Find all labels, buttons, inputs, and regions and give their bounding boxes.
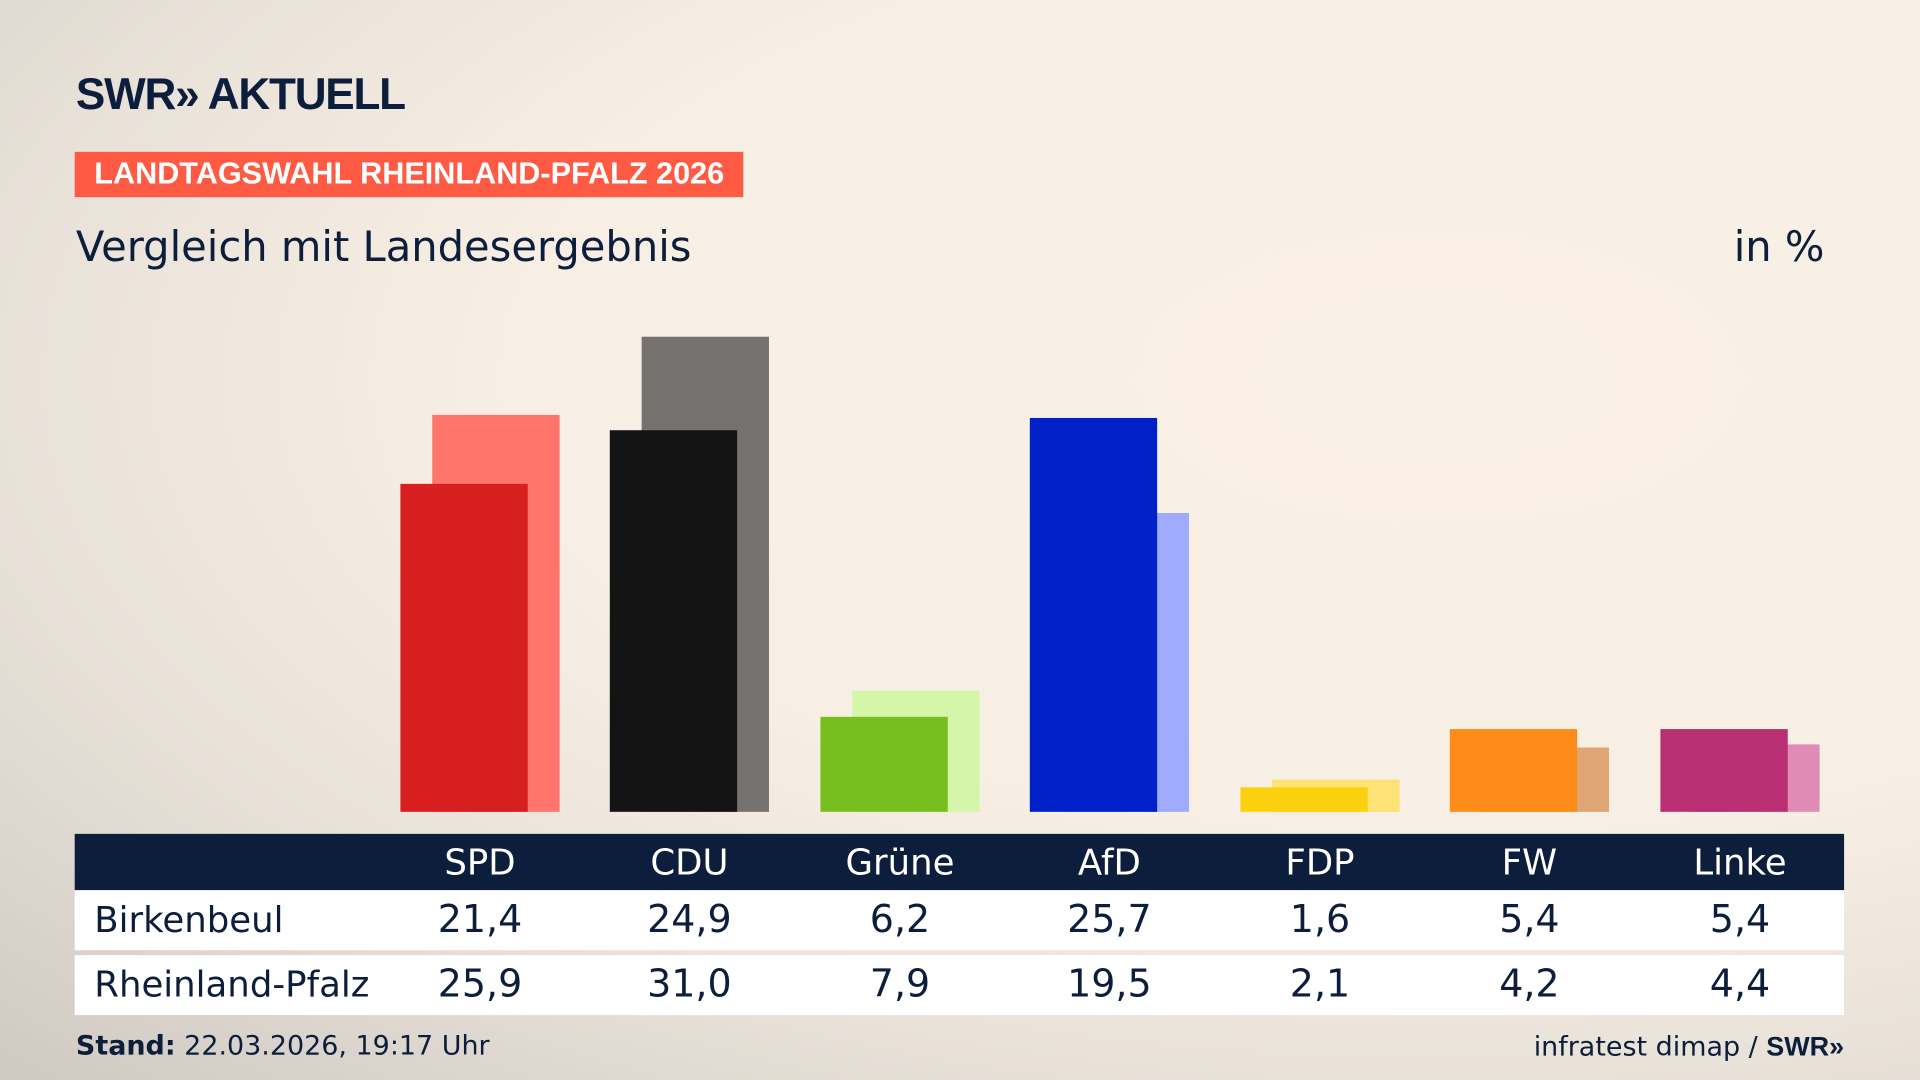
bar-spd-local	[400, 483, 528, 812]
timestamp: Stand: 22.03.2026, 19:17 Uhr	[76, 1031, 490, 1062]
category-label: AfD	[1077, 841, 1141, 883]
table-row: Birkenbeul 21,4 24,9 6,2 25,7 1,6 5,4 5,4	[74, 890, 1845, 951]
category-label: FW	[1501, 841, 1558, 883]
value-label: 4,2	[1499, 962, 1560, 1007]
value-label: 2,1	[1289, 962, 1351, 1007]
table-row: Rheinland-Pfalz 25,9 31,0 7,9 19,5 2,1 4,2 4,4	[74, 955, 1845, 1016]
swr-logo: SWR»	[1766, 1031, 1845, 1062]
source: infratest dimap / SWR»	[1534, 1031, 1844, 1063]
value-label: 25,9	[437, 962, 523, 1007]
value-label: 5,4	[1499, 897, 1560, 942]
swr-aktuell-logo: SWR» AKTUELL	[75, 68, 406, 119]
value-label: 24,9	[647, 897, 732, 942]
category-label: FDP	[1285, 841, 1355, 883]
value-label: 19,5	[1067, 962, 1152, 1007]
value-label: 21,4	[437, 897, 523, 942]
unit-label: in %	[1733, 222, 1825, 272]
category-label: Linke	[1693, 841, 1787, 883]
bar-fw-local	[1449, 729, 1578, 812]
election-badge: LANDTAGSWAHL RHEINLAND-PFALZ 2026	[74, 151, 744, 198]
value-label: 31,0	[647, 962, 732, 1007]
chart-subtitle: Vergleich mit Landesergebnis	[75, 222, 692, 272]
value-label: 6,2	[869, 897, 931, 942]
value-label: 5,4	[1709, 897, 1771, 942]
value-label: 1,6	[1289, 897, 1351, 942]
bar-fdp-local	[1240, 787, 1368, 812]
bar-linke-local	[1660, 729, 1788, 812]
value-label: 25,7	[1067, 897, 1152, 942]
stand-value: 22.03.2026, 19:17 Uhr	[175, 1031, 490, 1062]
table-header-row: SPD CDU Grüne AfD FDP FW Linke	[74, 833, 1845, 891]
row-label: Birkenbeul	[94, 898, 284, 941]
results-table: SPD CDU Grüne AfD FDP FW Linke Birkenbeul 21,4…	[74, 833, 1845, 1016]
category-label: SPD	[444, 841, 516, 883]
stand-label: Stand:	[75, 1031, 176, 1062]
category-label: CDU	[650, 841, 729, 883]
value-label: 7,9	[869, 962, 931, 1007]
value-label: 4,4	[1709, 962, 1771, 1007]
bar-cdu-local	[609, 430, 738, 812]
source-text: infratest dimap /	[1533, 1032, 1767, 1063]
row-label: Rheinland-Pfalz	[94, 963, 370, 1006]
category-label: Grüne	[845, 841, 955, 883]
bar-grüne-local	[820, 716, 948, 812]
bar-afd-local	[1029, 417, 1158, 812]
